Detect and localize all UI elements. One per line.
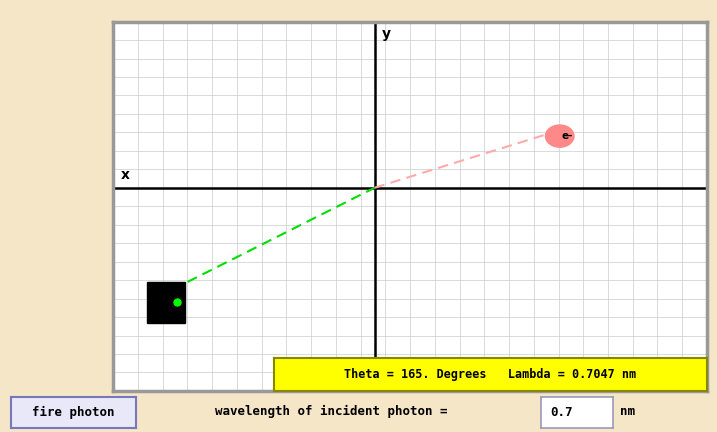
Text: nm: nm: [620, 405, 635, 418]
Text: wavelength of incident photon =: wavelength of incident photon =: [215, 405, 455, 418]
Text: x: x: [120, 168, 129, 182]
Text: 0.7: 0.7: [550, 406, 572, 419]
Bar: [146, 282, 184, 323]
Circle shape: [546, 125, 574, 147]
Text: e-: e-: [561, 131, 573, 141]
Text: Theta = 165. Degrees   Lambda = 0.7047 nm: Theta = 165. Degrees Lambda = 0.7047 nm: [344, 368, 636, 381]
Text: y: y: [381, 27, 391, 41]
Text: fire photon: fire photon: [32, 406, 115, 419]
